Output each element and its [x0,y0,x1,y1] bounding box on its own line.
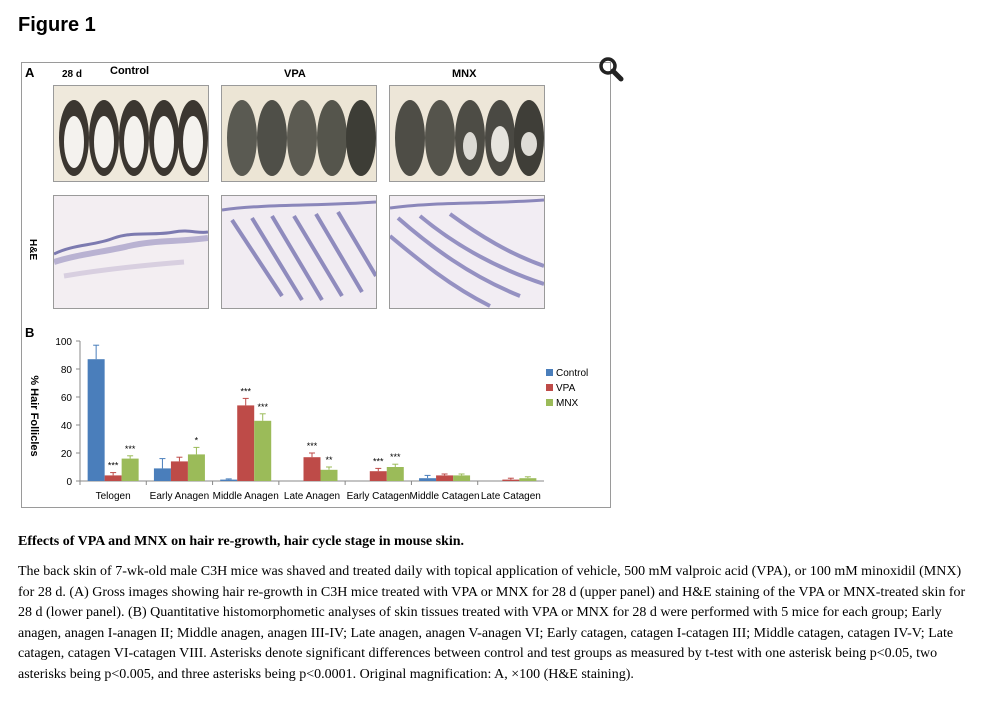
bar-mnx-6 [519,478,537,481]
y-tick-label: 80 [61,365,73,376]
vpa-mice-photo [221,85,377,182]
y-tick-label: 100 [55,337,72,348]
x-tick-label: Late Catagen [481,491,541,502]
bar-vpa-6 [502,479,520,481]
bar-mnx-3 [320,469,338,481]
bar-vpa-1 [170,461,188,481]
vpa-he-photo [221,195,377,309]
x-tick-label: Late Anagen [284,491,340,502]
legend-swatch-vpa [546,384,553,391]
bar-chart: % Hair Follicles 0 20 40 60 80 100 Telogen Earl… [28,337,588,502]
control-he-image [54,229,208,279]
chart-axes: 0 20 40 60 80 100 Telogen Early Anagen Middle An… [55,337,544,502]
bar-mnx-4 [386,467,404,481]
bar-vpa-5 [436,475,454,481]
y-axis-label: % Hair Follicles [28,375,40,456]
y-tick-label: 20 [61,449,73,460]
significance-label: *** [125,444,136,454]
control-mice-image [59,100,208,176]
vpa-he-image [222,200,376,302]
mnx-mice-photo [389,85,545,182]
legend-label-control: Control [556,368,588,379]
bar-mnx-1 [187,454,205,481]
significance-label: *** [257,402,268,412]
significance-label: *** [307,441,318,451]
legend-swatch-mnx [546,399,553,406]
mnx-he-image [390,198,544,308]
caption-title: Effects of VPA and MNX on hair re-growth… [18,534,465,549]
x-tick-label: Early Anagen [150,491,210,502]
bar-control-2 [220,479,238,481]
group-label-mnx: MNX [452,68,477,80]
caption-body: The back skin of 7-wk-old male C3H mice … [18,564,966,682]
legend-label-mnx: MNX [556,398,579,409]
bar-mnx-2 [254,420,272,481]
figure-panel[interactable]: A 28 d Control VPA MNX [21,62,611,508]
panel-a-label: A [25,65,35,80]
stain-label: H&E [27,239,38,261]
mouse-figure [59,100,208,176]
significance-label: * [195,435,199,445]
significance-label: ** [325,455,333,465]
legend-label-vpa: VPA [556,383,576,394]
x-tick-label: Middle Anagen [213,491,279,502]
panel-b-label: B [25,325,35,340]
bar-mnx-5 [453,475,471,481]
x-tick-label: Telogen [96,491,131,502]
group-label-vpa: VPA [284,68,306,80]
significance-label: *** [373,456,384,466]
bar-control-0 [87,359,105,481]
chart-legend: Control VPA MNX [546,368,588,409]
magnifier-icon[interactable] [598,56,624,82]
figure-title: Figure 1 [18,14,96,36]
bar-vpa-3 [303,457,321,481]
significance-label: *** [240,386,251,396]
y-tick-label: 60 [61,393,73,404]
significance-label: *** [108,461,119,471]
mnx-mice-image [395,100,544,176]
bar-vpa-4 [369,471,387,481]
y-tick-label: 0 [66,477,72,488]
x-tick-label: Early Catagen [347,491,410,502]
bar-vpa-2 [237,405,255,481]
x-tick-label: Middle Catagen [410,491,480,502]
bar-vpa-0 [104,475,122,481]
control-he-photo [53,195,209,309]
bar-mnx-0 [121,458,139,481]
y-tick-label: 40 [61,421,73,432]
day-label: 28 d [62,69,83,80]
bar-control-5 [419,478,437,481]
group-label-control: Control [110,65,150,77]
vpa-mice-image [227,100,376,176]
control-mice-photo [53,85,209,182]
legend-swatch-control [546,369,553,376]
mnx-he-photo [389,195,545,309]
significance-label: *** [390,452,401,462]
bar-control-1 [153,468,171,481]
chart-bars: ****************** *** *** [87,344,537,481]
